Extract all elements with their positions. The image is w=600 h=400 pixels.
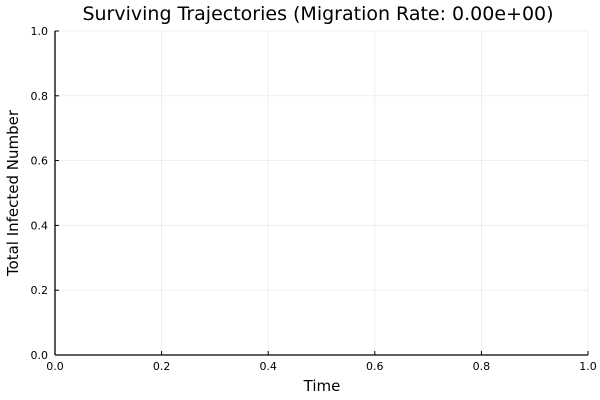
y-tick-label: 0.8: [31, 90, 49, 103]
y-tick-label: 1.0: [31, 25, 49, 38]
x-axis-label: Time: [303, 377, 341, 395]
chart-title: Surviving Trajectories (Migration Rate: …: [82, 3, 553, 25]
axes: [54, 31, 588, 356]
y-ticks: 0.0 0.2 0.4 0.6 0.8 1.0: [31, 25, 59, 362]
y-tick-label: 0.2: [31, 284, 49, 297]
y-tick-label: 0.4: [31, 219, 49, 232]
x-tick-label: 0.2: [153, 360, 171, 373]
x-tick-label: 0.0: [46, 360, 64, 373]
x-tick-label: 0.8: [473, 360, 491, 373]
x-tick-label: 0.4: [259, 360, 277, 373]
y-tick-label: 0.6: [31, 155, 49, 168]
y-axis-label: Total Infected Number: [4, 109, 22, 277]
x-tick-label: 0.6: [366, 360, 384, 373]
x-ticks: 0.0 0.2 0.4 0.6 0.8 1.0: [46, 351, 597, 373]
x-tick-label: 1.0: [579, 360, 597, 373]
y-tick-label: 0.0: [31, 349, 49, 362]
